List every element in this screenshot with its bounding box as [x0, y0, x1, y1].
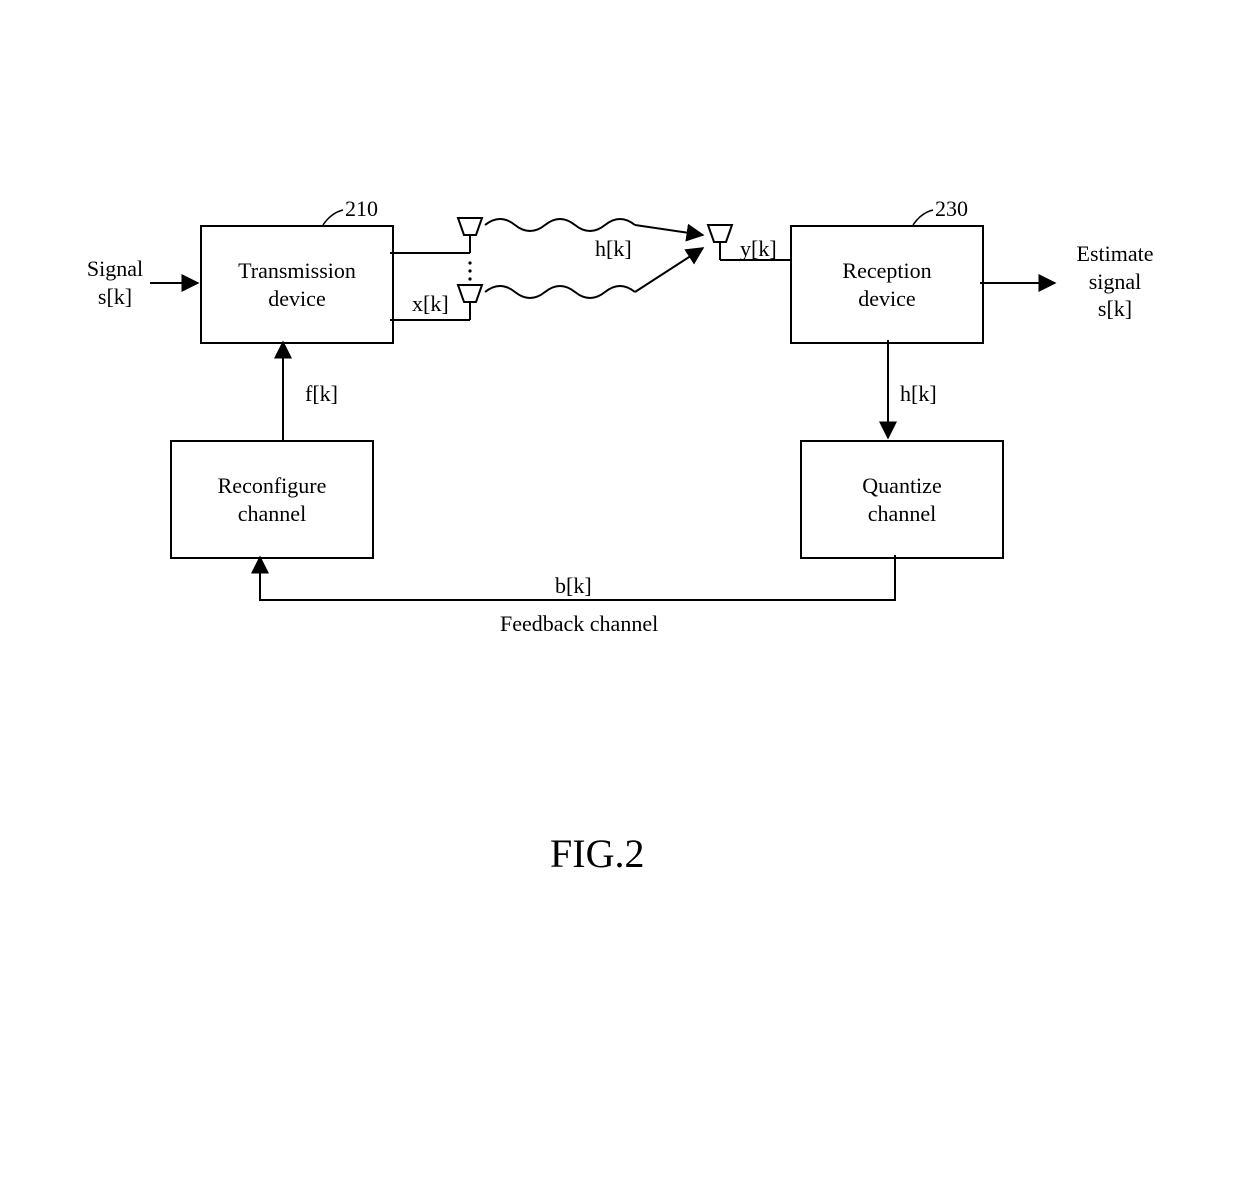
diagram-canvas: Transmissiondevice Receptiondevice Recon…: [0, 0, 1240, 1200]
antenna-icon: [458, 218, 482, 235]
antenna-icon: [708, 225, 732, 242]
label-feedback-channel: Feedback channel: [500, 610, 658, 638]
node-reconfigure-channel: Reconfigurechannel: [170, 440, 374, 559]
text: s[k]: [80, 283, 150, 311]
node-label: Transmissiondevice: [238, 257, 356, 312]
node-label: Quantizechannel: [862, 472, 941, 527]
leader-230: [913, 210, 933, 225]
label-signal-in: Signal s[k]: [80, 255, 150, 310]
label-fk: f[k]: [305, 380, 338, 408]
label-xk: x[k]: [412, 290, 449, 318]
text: Signal: [80, 255, 150, 283]
wave-arrow-bot: [635, 248, 703, 292]
node-quantize-channel: Quantizechannel: [800, 440, 1004, 559]
label-hk-channel: h[k]: [595, 235, 632, 263]
node-reception-device: Receptiondevice: [790, 225, 984, 344]
ref-210: 210: [345, 195, 378, 223]
dots-icon: [468, 277, 471, 280]
label-signal-out: Estimate signal s[k]: [1060, 240, 1170, 323]
wave-bot: [485, 286, 635, 298]
figure-caption: FIG.2: [550, 830, 644, 877]
ref-230: 230: [935, 195, 968, 223]
text: s[k]: [1060, 295, 1170, 323]
node-label: Reconfigurechannel: [218, 472, 327, 527]
antenna-icon: [458, 285, 482, 302]
label-hk-down: h[k]: [900, 380, 937, 408]
text: Estimate: [1060, 240, 1170, 268]
wave-arrow-top: [635, 225, 703, 235]
dots-icon: [468, 261, 471, 264]
dots-icon: [468, 269, 471, 272]
text: signal: [1060, 268, 1170, 296]
leader-210: [323, 210, 343, 225]
label-bk: b[k]: [555, 572, 592, 600]
wave-top: [485, 219, 635, 231]
label-yk: y[k]: [740, 235, 777, 263]
diagram-svg-overlay: [0, 0, 1240, 1200]
node-transmission-device: Transmissiondevice: [200, 225, 394, 344]
node-label: Receptiondevice: [842, 257, 931, 312]
